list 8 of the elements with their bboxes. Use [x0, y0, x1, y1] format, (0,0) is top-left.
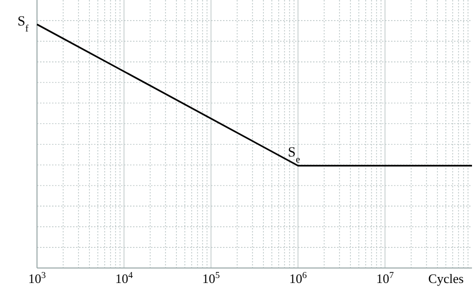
x-tick-label: 10$^{3}$: [28, 270, 46, 286]
annotation: S$_{f}$: [17, 14, 30, 34]
annotation: S$_{e}$: [288, 146, 301, 166]
x-axis-title: Cycles: [428, 271, 464, 286]
x-tick-label: 10$^{6}$: [289, 270, 308, 286]
x-tick-label: 10$^{4}$: [115, 270, 134, 286]
x-tick-label: 10$^{5}$: [202, 270, 220, 286]
x-tick-label: 10$^{7}$: [376, 270, 394, 286]
